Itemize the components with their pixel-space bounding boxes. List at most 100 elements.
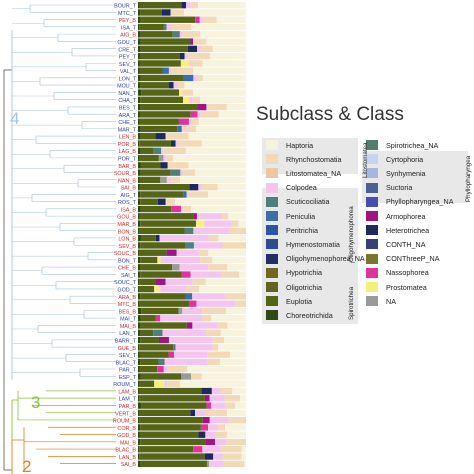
- bar-segment: [212, 336, 225, 344]
- bar-segment: [140, 74, 184, 82]
- bar-segment: [140, 147, 154, 154]
- legend-group-label: Oligohymenophorea: [348, 206, 355, 262]
- sample-label: SAI_B: [121, 186, 137, 192]
- bar-segment: [200, 31, 246, 38]
- legend-label: Heterotrichea: [386, 225, 430, 235]
- bar-segment: [203, 74, 246, 82]
- bar-segment: [227, 264, 246, 271]
- legend-label: CONThreeP_NA: [386, 254, 440, 264]
- bar-segment: [167, 380, 181, 387]
- bar-segment: [202, 16, 217, 23]
- cluster-label: 2: [22, 457, 31, 474]
- bar-segment: [181, 205, 183, 213]
- bar-segment: [181, 125, 184, 133]
- bar-segment: [139, 431, 199, 438]
- bar-segment: [139, 213, 194, 220]
- sample-label: BON_B: [118, 229, 137, 235]
- bar-segment: [212, 256, 246, 264]
- bar-segment: [191, 60, 203, 67]
- bar-segment: [200, 45, 213, 53]
- sample-label: BLAC_B: [115, 448, 136, 454]
- bar-segment: [198, 184, 203, 191]
- sample-label: MTC_T: [118, 11, 137, 17]
- sample-label: GOD_T: [117, 288, 136, 294]
- bar-segment: [166, 133, 189, 140]
- sample-label: BES_T: [119, 106, 137, 112]
- bar-segment: [209, 460, 224, 468]
- bar-segment: [138, 336, 141, 344]
- bar-segment: [138, 460, 141, 468]
- sample-label: MOU_T: [117, 84, 137, 90]
- bar-segment: [183, 96, 190, 104]
- bar-segment: [139, 409, 191, 417]
- bar-segment: [190, 271, 222, 278]
- bar-segment: [223, 460, 245, 468]
- bar-segment: [139, 176, 161, 184]
- bar-segment: [199, 16, 203, 23]
- bar-segment: [140, 329, 154, 336]
- bar-segment: [138, 45, 141, 53]
- bar-segment: [140, 293, 186, 300]
- bar-segment: [170, 67, 194, 74]
- bar-segment: [189, 60, 192, 67]
- bar-segment: [172, 9, 185, 16]
- bar-segment: [193, 227, 230, 235]
- bar-segment: [182, 89, 194, 96]
- bar-segment: [181, 271, 191, 278]
- bar-segment: [175, 140, 178, 147]
- bar-segment: [140, 234, 156, 242]
- sample-label: SOUC_T: [114, 280, 137, 286]
- legend-label: Choreotrichida: [286, 310, 333, 320]
- bar-segment: [139, 351, 169, 358]
- bar-segment: [166, 249, 177, 256]
- bar-segment: [138, 242, 141, 249]
- bar-segment: [193, 89, 246, 96]
- bar-segment: [139, 67, 163, 74]
- bar-segment: [179, 89, 182, 96]
- bar-segment: [189, 96, 193, 104]
- bar-segment: [192, 96, 200, 104]
- bar-segment: [138, 220, 141, 227]
- legend-label: Suctoria: [386, 183, 413, 193]
- bar-segment: [198, 431, 206, 438]
- bar-segment: [235, 300, 246, 307]
- legend-item: Hypotrichia: [266, 267, 322, 279]
- bar-segment: [158, 336, 169, 344]
- bar-segment: [225, 293, 246, 300]
- bar-segment: [140, 336, 159, 344]
- bar-segment: [211, 387, 221, 395]
- bar-segment: [140, 438, 206, 446]
- bar-segment: [138, 373, 141, 380]
- bar-segment: [140, 315, 156, 322]
- bar-segment: [208, 424, 219, 431]
- bar-segment: [227, 322, 246, 329]
- sample-label: COR_B: [117, 426, 136, 432]
- bar-segment: [196, 300, 236, 307]
- bar-segment: [186, 322, 193, 329]
- bar-segment: [155, 133, 166, 140]
- bar-segment: [138, 118, 140, 125]
- bar-segment: [196, 213, 223, 220]
- bar-segment: [139, 2, 182, 9]
- bar-segment: [182, 307, 203, 315]
- bar-segment: [202, 184, 218, 191]
- bar-segment: [162, 329, 207, 336]
- bar-segment: [186, 285, 199, 293]
- bar-segment: [170, 140, 176, 147]
- bar-segment: [138, 315, 141, 322]
- bar-segment: [155, 315, 161, 322]
- bar-segment: [140, 424, 201, 431]
- legend-swatch: [366, 225, 378, 236]
- legend-label: Euplotia: [286, 296, 312, 306]
- sample-label: MAR_T: [118, 127, 137, 133]
- sample-label: GOU_T: [117, 40, 136, 46]
- legend-item: CONThreeP_NA: [366, 253, 440, 265]
- bar-segment: [183, 125, 196, 133]
- bar-segment: [222, 213, 229, 220]
- bar-segment: [139, 446, 194, 453]
- bar-segment: [140, 31, 173, 38]
- bar-segment: [213, 453, 223, 460]
- bar-segment: [185, 293, 193, 300]
- legend-swatch: [266, 182, 278, 193]
- bar-segment: [140, 162, 161, 169]
